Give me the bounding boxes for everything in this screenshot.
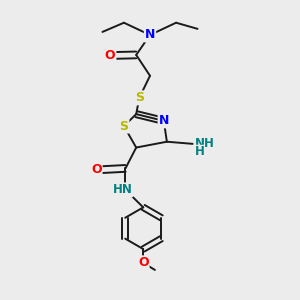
Text: N: N <box>159 114 169 128</box>
Text: N: N <box>145 28 155 41</box>
Text: O: O <box>91 164 102 176</box>
Text: S: S <box>135 92 144 104</box>
Text: HN: HN <box>112 183 132 196</box>
Text: O: O <box>105 49 116 62</box>
Text: O: O <box>138 256 148 269</box>
Text: NH: NH <box>194 137 214 150</box>
Text: S: S <box>119 120 128 133</box>
Text: H: H <box>194 145 204 158</box>
